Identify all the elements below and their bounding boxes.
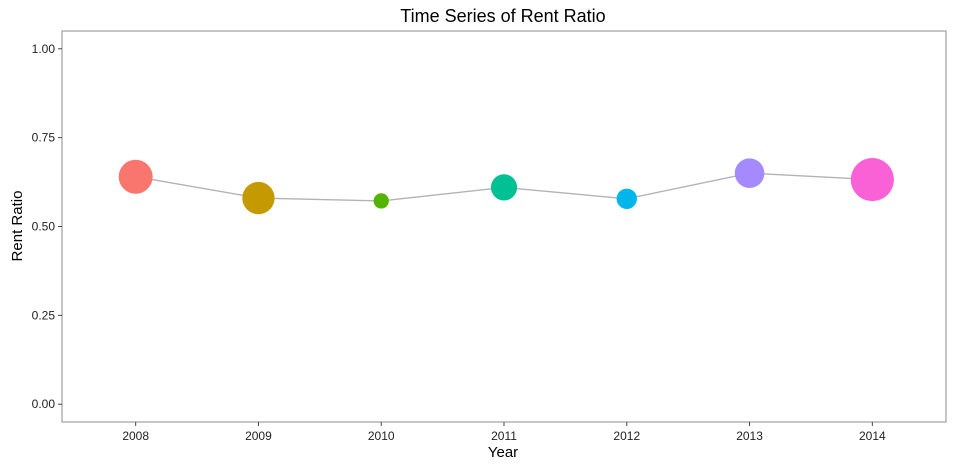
y-axis: 0.00 0.25 0.50 0.75 1.00 [32, 42, 62, 411]
x-tick-label: 2012 [613, 429, 640, 443]
x-tick-label: 2014 [859, 429, 886, 443]
data-point-2014 [850, 157, 894, 202]
x-tick-label: 2010 [368, 429, 395, 443]
data-point-2009 [242, 181, 275, 215]
x-tick-label: 2011 [491, 429, 517, 443]
y-tick-label: 0.00 [32, 397, 56, 411]
x-tick-label: 2009 [245, 429, 272, 443]
data-point-2008 [118, 159, 153, 194]
y-tick-label: 0.25 [32, 308, 56, 322]
y-tick-label: 1.00 [32, 42, 56, 56]
x-tick-label: 2013 [736, 429, 763, 443]
chart-title: Time Series of Rent Ratio [400, 6, 605, 26]
data-point-2010 [373, 193, 389, 209]
data-series [118, 157, 894, 215]
data-point-2013 [734, 158, 765, 188]
y-tick-label: 0.50 [32, 220, 56, 234]
data-point-2012 [616, 188, 637, 209]
x-axis-title: Year [488, 444, 518, 461]
x-tick-label: 2008 [122, 429, 149, 443]
x-axis: 2008 2009 2010 2011 2012 2013 2014 [122, 422, 886, 443]
y-tick-label: 0.75 [32, 131, 56, 145]
plot-panel [61, 30, 947, 423]
y-axis-title: Rent Ratio [9, 191, 26, 262]
data-point-2011 [490, 174, 518, 201]
